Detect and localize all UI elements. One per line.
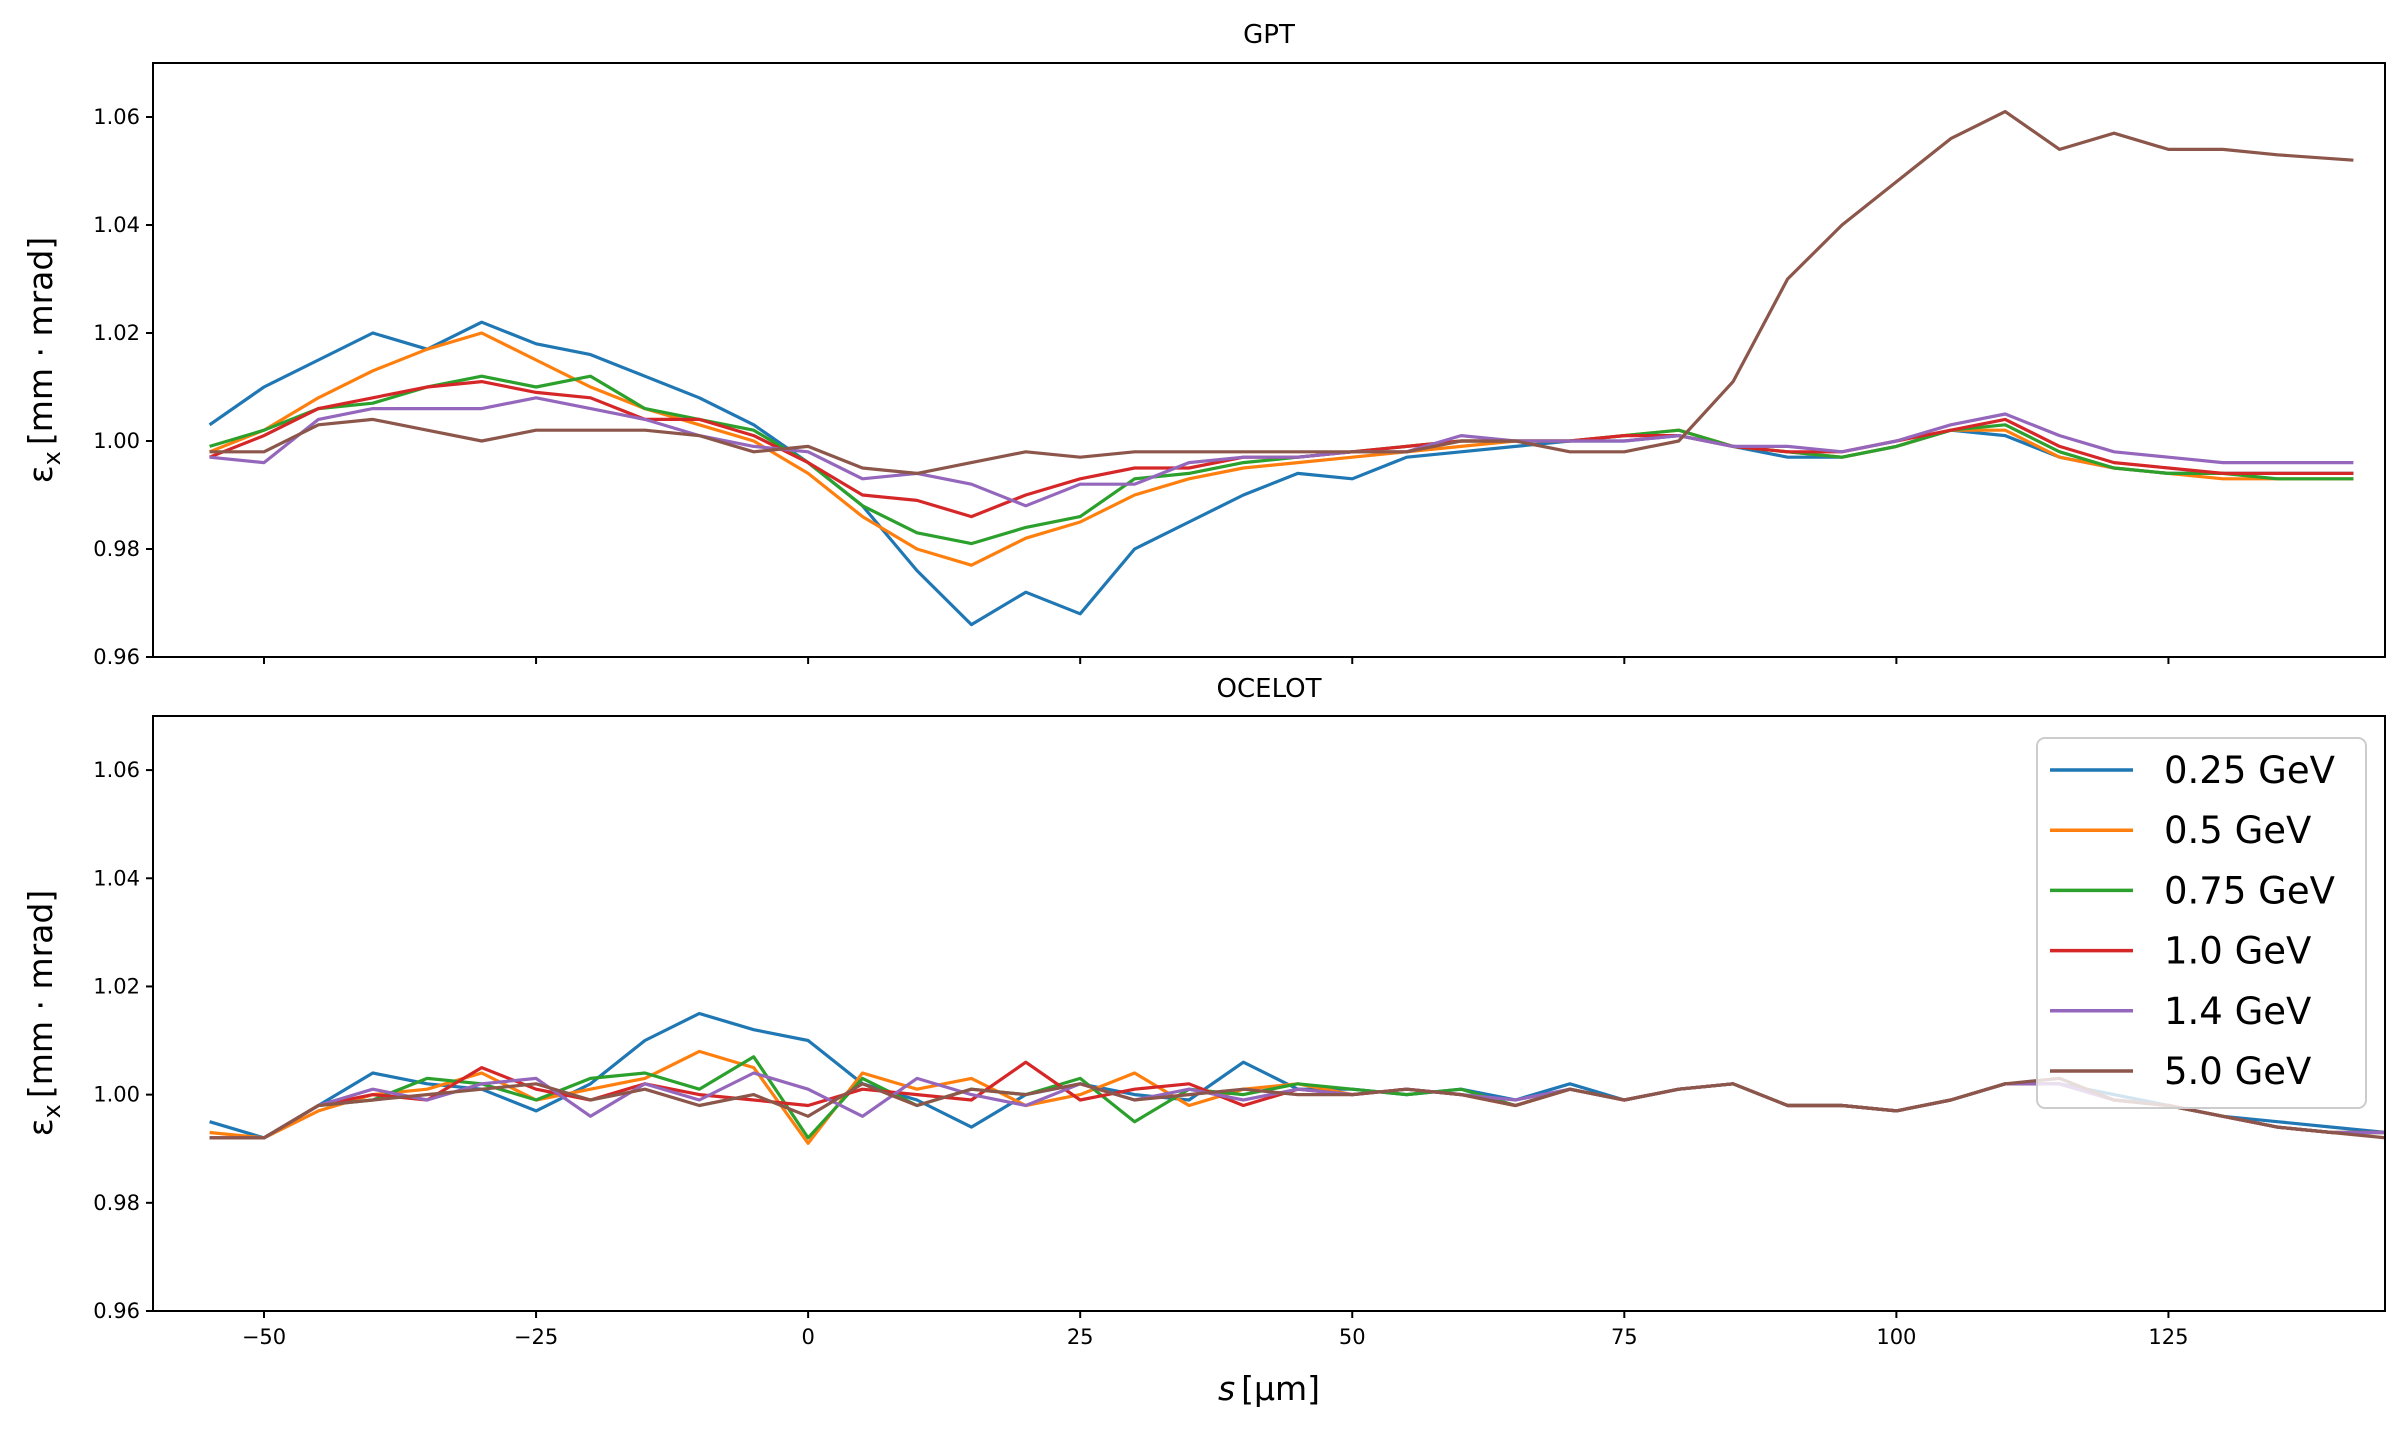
series-group — [209, 1011, 2385, 1145]
legend: 0.25 GeV 0.5 GeV 0.75 GeV 1.0 GeV 1.4 GeV 5.0… — [2036, 737, 2367, 1109]
x-tick-label: 25 — [1067, 1325, 1094, 1349]
x-tick-label: 100 — [1876, 1325, 1916, 1349]
legend-label: 5.0 GeV — [2164, 1050, 2311, 1093]
series-line-5-0-GeV — [209, 110, 2354, 475]
y-tick-label: 1.00 — [93, 429, 140, 453]
series-line-0-25-GeV — [208, 320, 2354, 627]
legend-label: 0.75 GeV — [2164, 869, 2335, 912]
gpt-panel: GPT εx[mm · mrad] 0.96 0.98 1.00 1.02 1.04 1.… — [21, 20, 2386, 669]
series-line-1-4-GeV — [209, 1071, 2385, 1140]
y-tick-label: 0.96 — [93, 1299, 140, 1323]
series-line-1-4-GeV — [209, 396, 2354, 508]
x-tick-label: 125 — [2148, 1325, 2188, 1349]
x-tick-label: −50 — [242, 1325, 286, 1349]
legend-label: 1.0 GeV — [2164, 930, 2311, 973]
y-tick-label: 1.06 — [93, 105, 140, 129]
y-tick-label: 1.04 — [93, 866, 140, 890]
series-line-0-5-GeV — [209, 331, 2354, 567]
y-tick-label: 1.06 — [93, 758, 140, 782]
series-line-0-75-GeV — [209, 374, 2354, 546]
legend-label: 1.4 GeV — [2164, 990, 2311, 1033]
series-line-1-0-GeV — [209, 380, 2354, 519]
axes-frame — [152, 62, 2386, 658]
series-group — [208, 110, 2354, 627]
x-tick-label: 0 — [801, 1325, 814, 1349]
axes-frame — [152, 715, 2386, 1312]
gpt-title: GPT — [1243, 20, 1295, 50]
y-tick-label: 1.02 — [93, 974, 140, 998]
y-tick-label: 0.96 — [93, 645, 140, 669]
x-tick-label: −25 — [514, 1325, 558, 1349]
gpt-ylabel: εx[mm · mrad] — [21, 237, 66, 483]
x-tick-label: 50 — [1339, 1325, 1366, 1349]
legend-label: 0.5 GeV — [2164, 809, 2311, 852]
ocelot-title: OCELOT — [1217, 674, 1322, 704]
ocelot-panel: OCELOT εx[mm · mrad] s [μm] 0.96 0.98 1.00 1… — [21, 674, 2386, 1408]
y-tick-label: 0.98 — [93, 1191, 140, 1215]
y-tick-label: 1.02 — [93, 321, 140, 345]
x-tick-label: 75 — [1611, 1325, 1638, 1349]
series-line-5-0-GeV — [209, 1076, 2385, 1140]
x-axis-label: s [μm] — [1218, 1369, 1320, 1408]
ocelot-ylabel: εx[mm · mrad] — [21, 890, 66, 1136]
y-tick-label: 1.00 — [93, 1083, 140, 1107]
y-tick-label: 1.04 — [93, 213, 140, 237]
legend-label: 0.25 GeV — [2164, 749, 2335, 792]
y-tick-label: 0.98 — [93, 537, 140, 561]
